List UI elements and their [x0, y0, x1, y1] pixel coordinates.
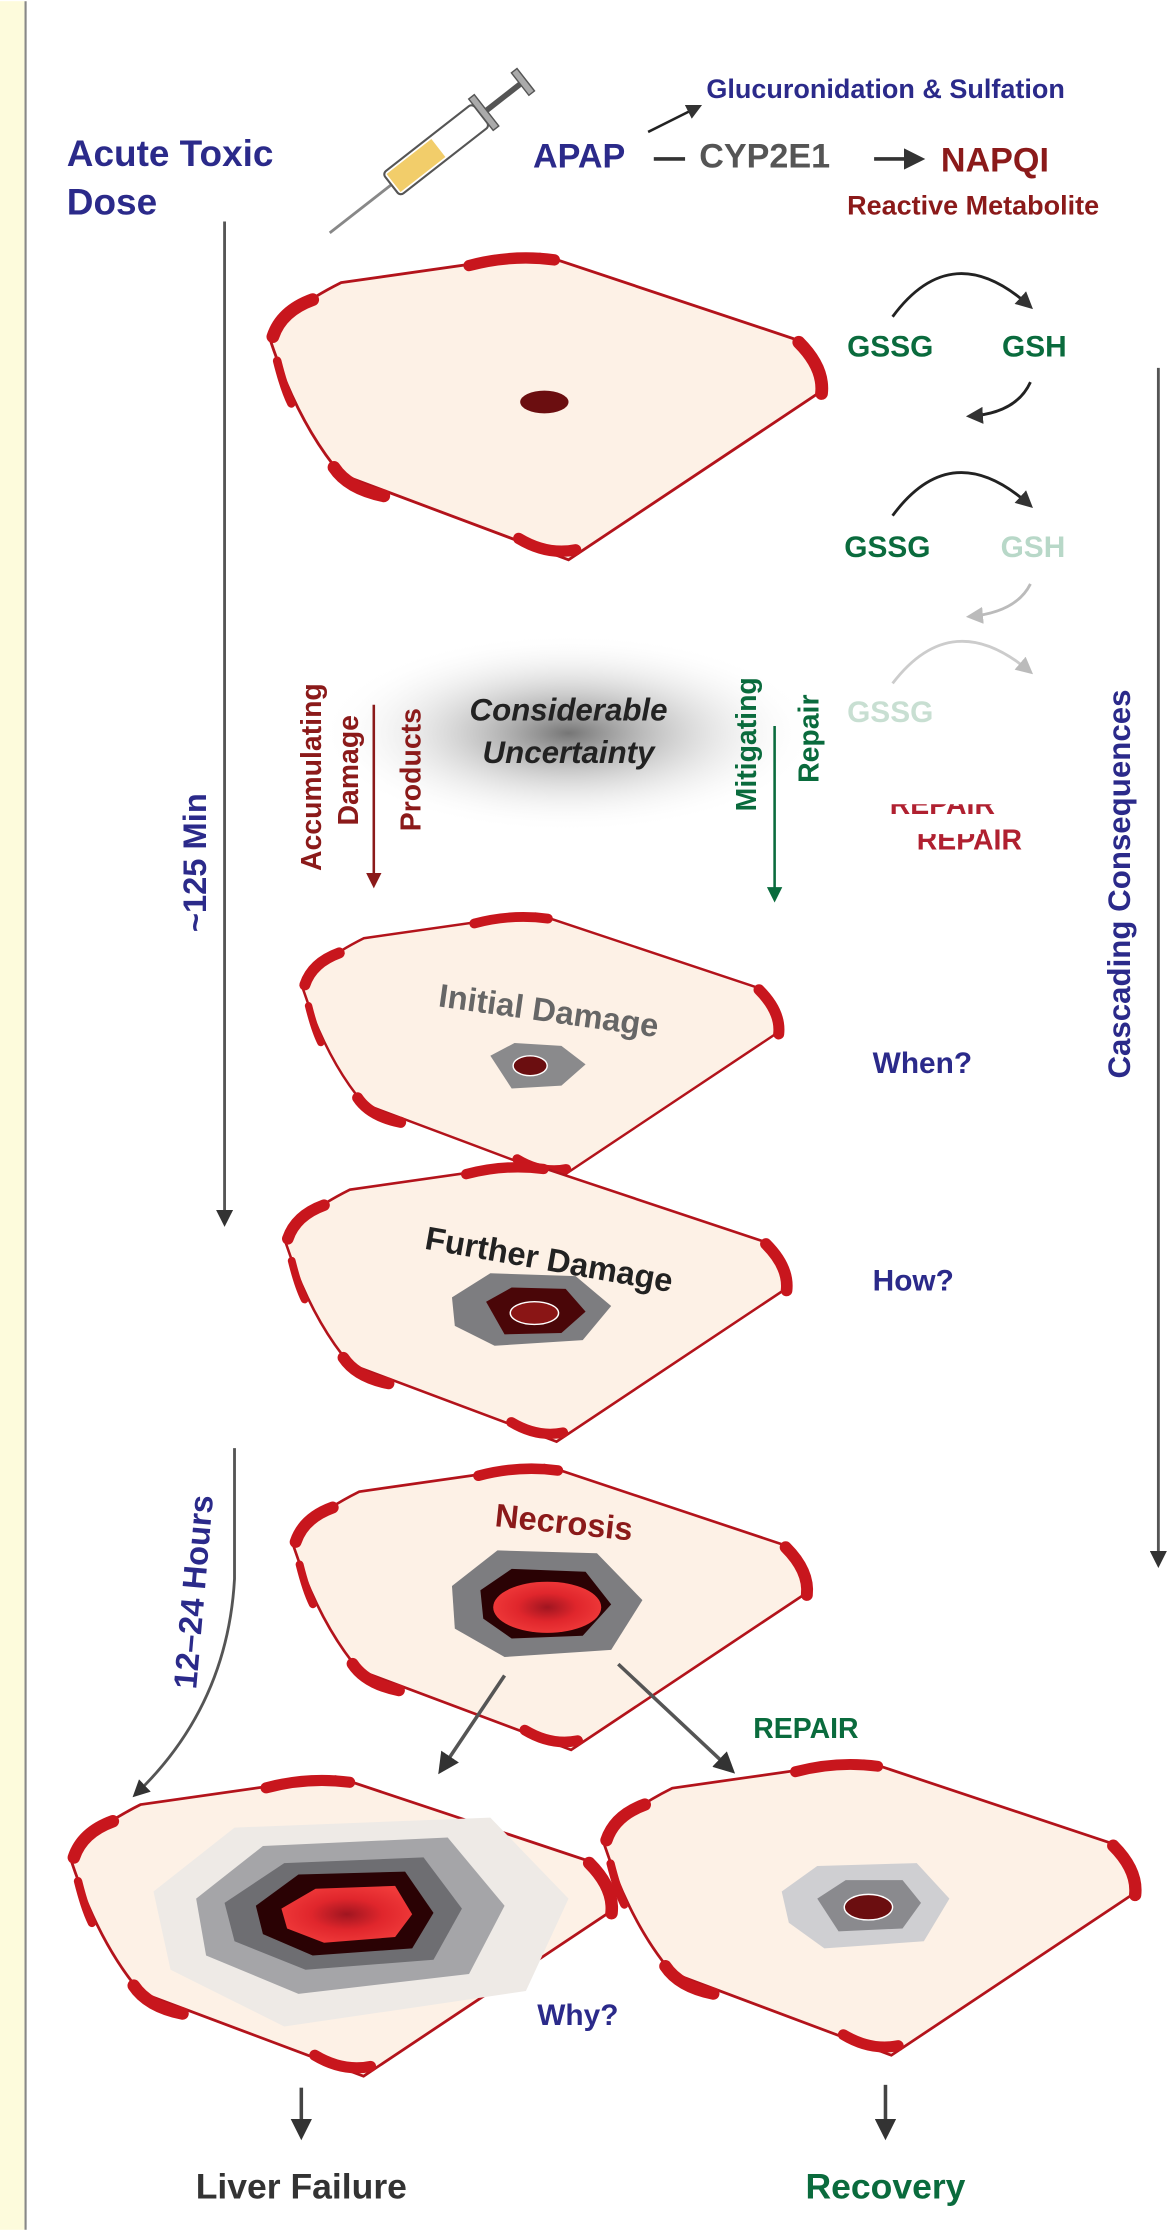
- outcome: Liver Failure: [196, 2167, 407, 2207]
- conjugation: Glucuronidation & Sulfation: [706, 74, 1064, 104]
- damage-products: Accumulating: [296, 683, 328, 871]
- late-time: 12–24 Hours: [166, 1493, 220, 1690]
- gssg: GSSG: [847, 331, 933, 364]
- mask: [881, 792, 1052, 805]
- arrow: [617, 1662, 736, 1774]
- time-arrow: [132, 1448, 236, 1798]
- dose-label: Acute Toxic: [67, 133, 274, 174]
- arrow: [647, 104, 703, 134]
- cascade: Cascading Consequences: [1102, 690, 1137, 1079]
- gssg: GSSG: [847, 696, 933, 729]
- outcome: Recovery: [806, 2167, 966, 2207]
- uncertainty: Uncertainty: [483, 735, 657, 770]
- outcome-question: Why?: [537, 1999, 618, 2032]
- stage-question: When?: [873, 1047, 972, 1080]
- mitigation: Mitigating: [731, 677, 763, 811]
- repair: REPAIR: [753, 1713, 858, 1745]
- gsh: GSH: [1001, 531, 1066, 564]
- cycle-arrow: [891, 471, 1033, 517]
- mask: [881, 814, 981, 835]
- damage-products: Damage: [333, 715, 365, 826]
- metabolite: NAPQI: [941, 142, 1049, 180]
- side-strip: [0, 1, 26, 2230]
- cycle-arrow: [965, 381, 1032, 424]
- nucleus: [281, 1885, 413, 1943]
- gssg: GSSG: [844, 531, 930, 564]
- mitigation: Repair: [794, 694, 826, 782]
- enzyme: CYP2E1: [699, 137, 830, 175]
- nucleus: [509, 1300, 560, 1326]
- cycle-arrow: [891, 640, 1034, 685]
- arrow: [438, 1674, 507, 1775]
- gsh: GSH: [1002, 331, 1067, 364]
- dose-label: Dose: [67, 181, 157, 222]
- uncertainty-fog: [319, 633, 818, 833]
- drug: APAP: [533, 137, 625, 175]
- metabolite-note: Reactive Metabolite: [847, 190, 1099, 220]
- nucleus: [512, 1055, 548, 1077]
- nucleus: [520, 390, 569, 414]
- stage-question: How?: [873, 1264, 954, 1297]
- syringe: [328, 67, 536, 234]
- cycle-arrow: [965, 583, 1032, 624]
- damage-products: Products: [396, 708, 428, 831]
- cycle-arrow: [891, 272, 1033, 318]
- early-time: ~125 Min: [176, 793, 213, 932]
- nucleus: [843, 1893, 894, 1921]
- uncertainty: Considerable: [470, 692, 668, 727]
- nucleus: [493, 1581, 602, 1633]
